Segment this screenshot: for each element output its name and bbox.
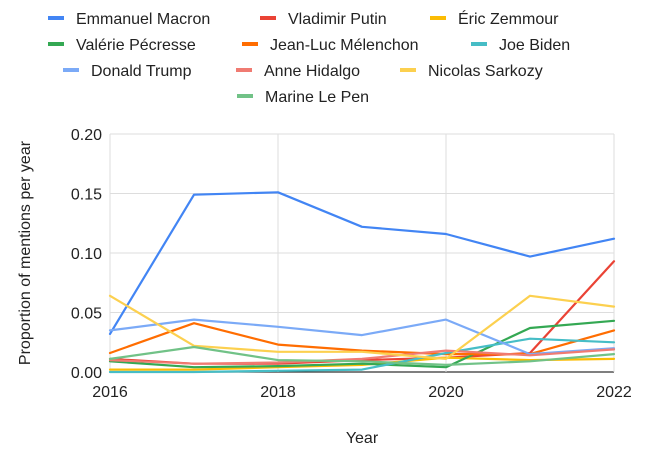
series-line-marine-le-pen	[108, 345, 616, 366]
legend-swatch	[237, 94, 253, 98]
legend: Emmanuel Macron Vladimir Putin Éric Zemmou…	[48, 9, 570, 106]
legend-label: Emmanuel Macron	[76, 11, 210, 28]
series-line-emmanuel-macron	[108, 191, 616, 335]
series-line-anne-hidalgo	[108, 348, 616, 365]
legend-label: Jean-Luc Mélenchon	[270, 37, 419, 54]
y-tick-label: 0.00	[71, 365, 102, 382]
legend-swatch	[242, 42, 258, 46]
legend-label: Valérie Pécresse	[76, 37, 196, 54]
legend-label: Vladimir Putin	[288, 11, 387, 28]
legend-label: Nicolas Sarkozy	[428, 63, 543, 80]
legend-swatch	[471, 42, 487, 46]
x-axis-title: Year	[346, 430, 379, 447]
legend-swatch	[48, 42, 64, 46]
y-tick-label: 0.20	[71, 127, 102, 144]
series-line-nicolas-sarkozy	[108, 294, 616, 360]
x-axis: 2016 2018 2020 2022	[92, 384, 632, 401]
legend-swatch	[48, 16, 64, 20]
y-axis: 0.00 0.05 0.10 0.15 0.20	[71, 127, 102, 382]
plot-area	[108, 191, 616, 374]
x-tick-label: 2022	[596, 384, 632, 401]
x-tick-label: 2018	[260, 384, 296, 401]
y-tick-label: 0.10	[71, 246, 102, 263]
series-line-valerie-pecresse	[108, 319, 616, 369]
y-tick-label: 0.05	[71, 306, 102, 323]
x-tick-label: 2016	[92, 384, 128, 401]
y-axis-title: Proportion of mentions per year	[17, 140, 34, 365]
series-line-eric-zemmour	[108, 356, 616, 371]
legend-label: Anne Hidalgo	[264, 63, 360, 80]
legend-label: Joe Biden	[499, 37, 570, 54]
legend-swatch	[430, 16, 446, 20]
y-tick-label: 0.15	[71, 187, 102, 204]
legend-label: Éric Zemmour	[458, 9, 559, 28]
series-line-donald-trump	[108, 318, 616, 356]
legend-swatch	[63, 68, 79, 72]
legend-label: Donald Trump	[91, 63, 192, 80]
legend-swatch	[260, 16, 276, 20]
x-tick-label: 2020	[428, 384, 464, 401]
legend-swatch	[400, 68, 416, 72]
legend-swatch	[236, 68, 252, 72]
grid	[109, 133, 615, 373]
legend-label: Marine Le Pen	[265, 89, 369, 106]
series-line-joe-biden	[108, 337, 616, 374]
